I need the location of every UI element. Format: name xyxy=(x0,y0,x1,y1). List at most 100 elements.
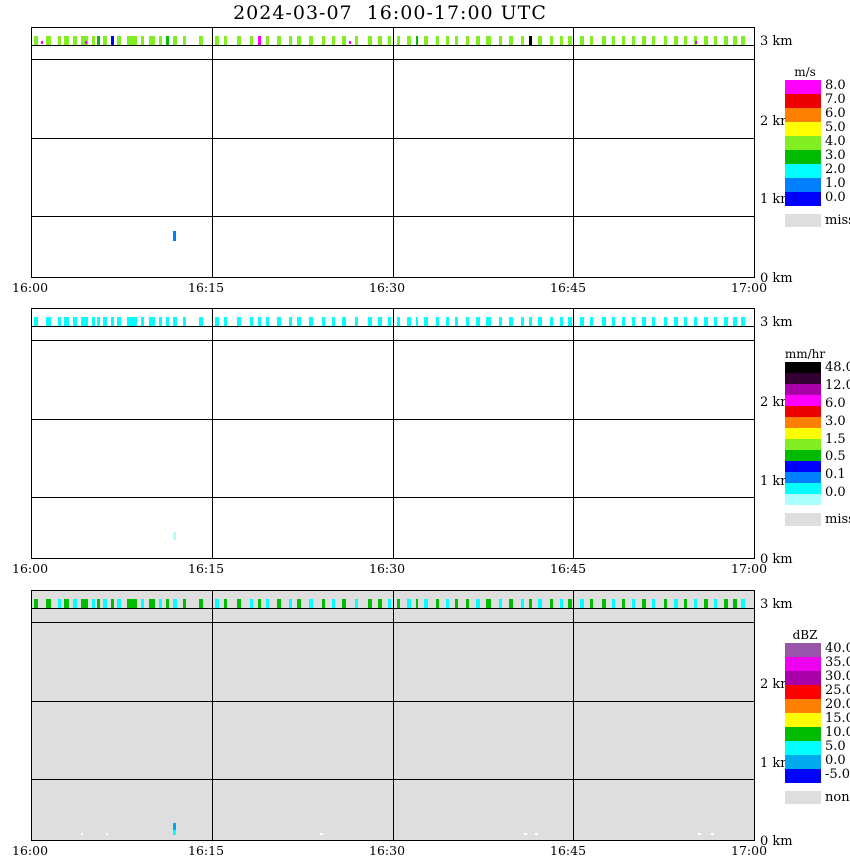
colorbar-tick-label: 5.0 xyxy=(825,739,846,754)
data-cell xyxy=(454,36,459,45)
data-cell xyxy=(663,599,668,608)
data-cell xyxy=(683,317,687,326)
data-cell xyxy=(321,36,326,45)
colorbar-tick-label: 0.5 xyxy=(825,449,846,465)
y-tick-2km-panel2: 2 km xyxy=(760,677,793,692)
colorbar-swatch xyxy=(785,406,821,417)
data-mark xyxy=(711,832,715,836)
x-tick-16-00-panel2: 16:00 xyxy=(12,843,49,858)
y-axis-label-fall-velocity: Fall Velocity xyxy=(0,75,77,255)
gridline-vertical xyxy=(572,309,574,558)
data-cell xyxy=(406,317,411,326)
data-mark xyxy=(173,231,177,241)
plot-area-fall-velocity xyxy=(32,28,754,277)
data-cell xyxy=(265,599,270,608)
data-cell xyxy=(724,599,728,608)
data-cell xyxy=(288,36,292,45)
colorbar-missing-swatch xyxy=(785,513,821,526)
data-cell xyxy=(140,599,145,608)
data-cell xyxy=(621,36,625,45)
y-tick-0km-panel2: 0 km xyxy=(760,834,793,849)
colorbar-tick-label: 1.5 xyxy=(825,431,846,447)
data-cell xyxy=(367,36,372,45)
data-cell xyxy=(388,36,392,45)
data-cell xyxy=(102,317,107,326)
data-cell xyxy=(424,599,428,608)
colorbar-tick-label: 0.0 xyxy=(825,190,846,205)
plot-area-reflectivity xyxy=(32,591,754,840)
data-cell xyxy=(714,317,717,326)
data-cell xyxy=(703,599,708,608)
data-row-3km xyxy=(32,317,753,326)
data-cell xyxy=(663,317,668,326)
data-cell xyxy=(297,317,301,326)
data-cell xyxy=(724,36,728,45)
data-cell xyxy=(148,317,156,326)
data-cell xyxy=(466,599,469,608)
data-cell xyxy=(297,36,301,45)
data-cell xyxy=(91,36,96,45)
y-tick-0km-panel1: 0 km xyxy=(760,552,793,567)
data-cell xyxy=(559,599,563,608)
x-tick-16-00-panel1: 16:00 xyxy=(12,561,49,576)
data-cell xyxy=(308,36,314,45)
colorbar-swatch xyxy=(785,122,821,136)
colorbar-tick-label: 0.0 xyxy=(825,753,846,768)
colorbar-swatch xyxy=(785,136,821,150)
y-tick-3km-panel1: 3 km xyxy=(760,315,793,330)
data-cell xyxy=(73,599,77,608)
data-cell xyxy=(64,317,69,326)
x-tick-16-15-panel2: 16:15 xyxy=(188,843,225,858)
data-cell xyxy=(148,599,156,608)
colorbar-tick-label: 12.0 xyxy=(825,377,850,393)
data-cell xyxy=(529,317,533,326)
data-cell xyxy=(549,317,554,326)
data-cell xyxy=(538,317,542,326)
data-cell xyxy=(454,317,459,326)
colorbar-tick-label: 4.0 xyxy=(825,134,846,149)
data-cell xyxy=(509,599,513,608)
data-mark xyxy=(40,40,43,44)
data-cell xyxy=(111,599,115,608)
plot-panel-fall-velocity[interactable] xyxy=(31,27,755,278)
data-cell xyxy=(64,599,69,608)
data-cell xyxy=(388,599,392,608)
data-cell xyxy=(367,599,372,608)
data-cell xyxy=(355,599,358,608)
data-cell xyxy=(148,36,156,45)
plot-panel-reflectivity[interactable] xyxy=(31,590,755,841)
data-cell xyxy=(499,599,503,608)
colorbar-swatch xyxy=(785,192,821,206)
data-cell xyxy=(732,317,738,326)
data-cell xyxy=(520,36,525,45)
x-tick-16-30-panel1: 16:30 xyxy=(369,561,406,576)
colorbar-missing-swatch xyxy=(785,214,821,227)
data-cell xyxy=(579,599,584,608)
x-tick-17-00-panel2: 17:00 xyxy=(731,843,768,858)
data-mark xyxy=(81,832,84,836)
data-mark xyxy=(695,40,698,44)
data-cell xyxy=(641,599,646,608)
data-cell xyxy=(166,36,169,45)
data-cell xyxy=(73,317,77,326)
colorbar-swatch xyxy=(785,417,821,428)
data-cell xyxy=(57,599,61,608)
data-cell xyxy=(166,317,169,326)
y-tick-1km-panel0: 1 km xyxy=(760,192,793,207)
y-tick-1km-panel1: 1 km xyxy=(760,474,793,489)
data-mark xyxy=(173,829,177,836)
data-cell xyxy=(631,599,636,608)
data-cell xyxy=(396,36,401,45)
colorbar-tick-label: 40.0 xyxy=(825,641,850,656)
colorbar-swatch xyxy=(785,395,821,406)
colorbar-swatch xyxy=(785,755,821,769)
data-cell xyxy=(509,317,513,326)
plot-panel-rain-intensity[interactable] xyxy=(31,308,755,559)
data-cell xyxy=(223,599,227,608)
data-cell xyxy=(673,317,678,326)
data-cell xyxy=(81,599,88,608)
data-cell xyxy=(476,317,480,326)
data-cell xyxy=(342,599,346,608)
colorbar-swatch xyxy=(785,450,821,461)
data-cell xyxy=(46,599,52,608)
